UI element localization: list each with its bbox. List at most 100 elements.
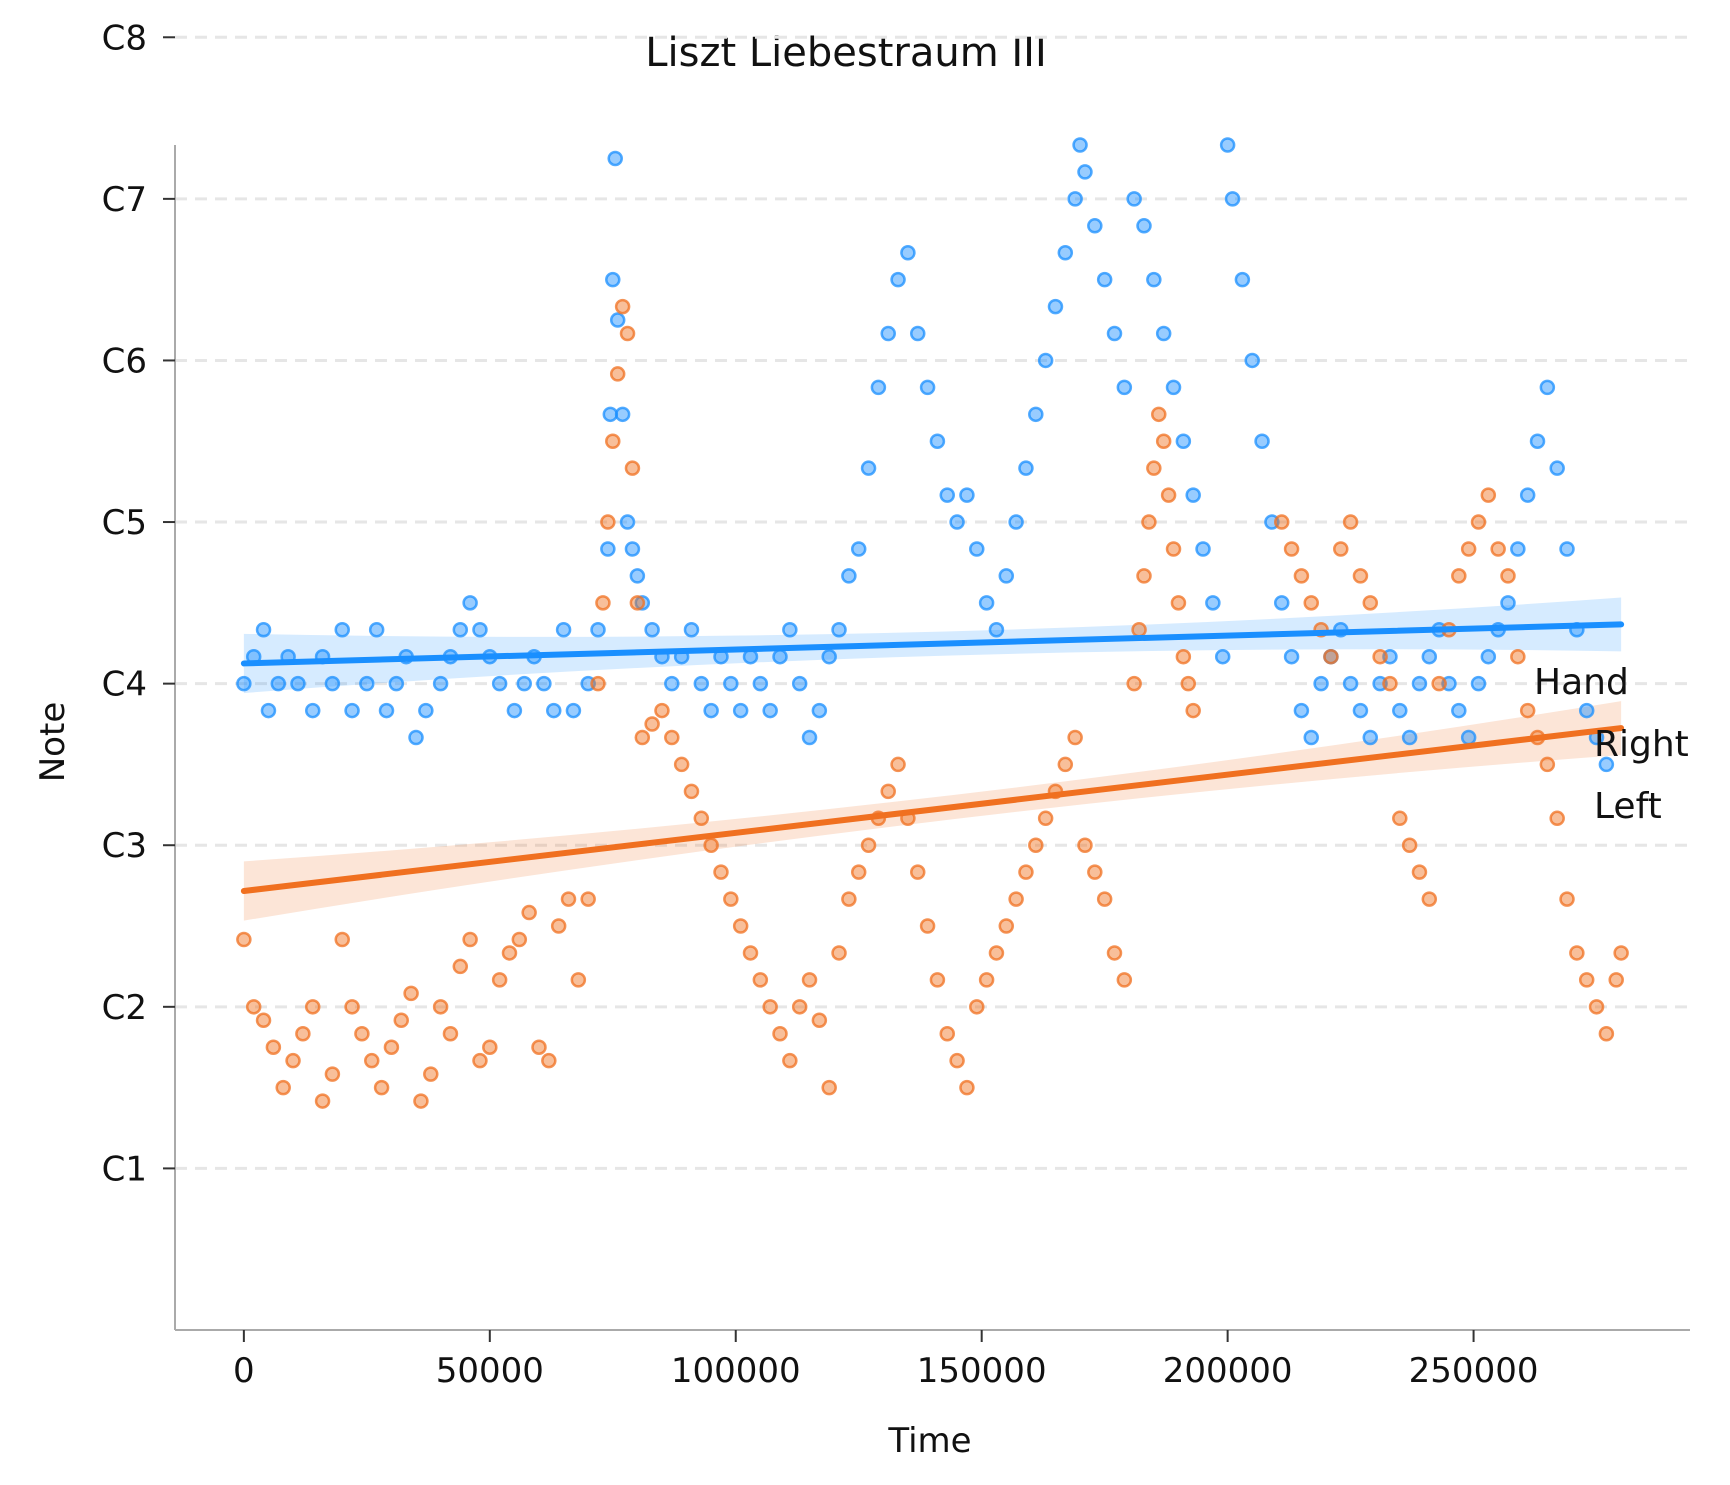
point-right-123 (1392, 702, 1408, 719)
point-right-31 (555, 622, 572, 638)
point-right-60 (791, 675, 808, 692)
point-left-9 (324, 1066, 341, 1082)
point-left-10 (334, 931, 350, 948)
point-left-100 (1151, 406, 1167, 423)
point-right-7 (304, 702, 321, 719)
point-right-80 (988, 622, 1005, 638)
point-left-116 (1352, 568, 1369, 584)
point-right-25 (491, 675, 508, 692)
point-right-142 (1578, 702, 1595, 719)
point-left-135 (1539, 756, 1556, 773)
point-right-100 (1175, 433, 1192, 449)
point-left-49 (673, 756, 690, 773)
point-left-6 (295, 1026, 311, 1042)
point-right-12 (359, 675, 375, 692)
point-left-56 (742, 945, 759, 961)
point-left-55 (732, 918, 749, 934)
point-left-21 (442, 1026, 459, 1042)
point-right-91 (1087, 218, 1103, 234)
point-left-121 (1401, 837, 1418, 853)
point-left-106 (1180, 675, 1197, 692)
point-left-95 (1126, 675, 1142, 692)
point-left-90 (1077, 837, 1093, 853)
point-left-88 (1057, 756, 1074, 773)
point-right-30 (546, 702, 562, 719)
point-right-112 (1283, 648, 1300, 665)
point-left-42 (619, 325, 636, 342)
point-left-25 (482, 1039, 498, 1055)
point-right-81 (998, 568, 1015, 584)
point-right-96 (1136, 218, 1152, 234)
point-right-84 (1028, 406, 1044, 423)
trend-lines (240, 621, 1625, 895)
point-left-50 (683, 783, 700, 800)
point-right-13 (368, 622, 385, 638)
point-right-6 (290, 675, 306, 692)
point-right-94 (1116, 379, 1133, 396)
point-left-78 (959, 1079, 975, 1096)
point-left-63 (811, 1012, 828, 1029)
y-axis-label: Note (33, 702, 73, 782)
point-right-9 (324, 675, 341, 692)
point-left-92 (1096, 891, 1113, 907)
point-right-64 (831, 622, 847, 638)
point-left-31 (541, 1052, 557, 1069)
point-left-91 (1087, 864, 1103, 880)
point-right-119 (1352, 702, 1369, 719)
point-right-93 (1106, 325, 1123, 342)
point-right-95 (1126, 191, 1142, 207)
point-left-96 (1131, 622, 1147, 638)
point-left-4 (275, 1079, 291, 1096)
y-tick-label-3: C4 (102, 665, 147, 705)
y-tick-label-5: C6 (102, 341, 147, 381)
point-right-14 (378, 702, 395, 719)
point-right-104 (1214, 648, 1231, 665)
point-right-78 (969, 541, 985, 557)
point-right-111 (1273, 595, 1290, 611)
point-right-29 (536, 675, 552, 692)
point-right-21 (452, 622, 469, 638)
point-left-79 (969, 999, 985, 1015)
point-left-97 (1136, 568, 1152, 584)
point-right-140 (1559, 541, 1575, 557)
point-left-89 (1067, 729, 1083, 746)
point-right-57 (762, 702, 778, 719)
point-left-53 (713, 864, 729, 880)
point-right-129 (1451, 702, 1467, 719)
point-left-1 (245, 999, 262, 1015)
point-left-28 (511, 931, 528, 948)
axes (174, 145, 1690, 1331)
point-right-101 (1185, 487, 1201, 503)
point-right-39 (609, 312, 626, 328)
point-right-53 (723, 675, 739, 692)
point-left-62 (801, 972, 818, 988)
point-left-48 (664, 729, 680, 746)
point-right-115 (1313, 675, 1329, 692)
point-left-133 (1519, 702, 1536, 719)
point-right-38 (607, 150, 623, 167)
point-left-11 (344, 999, 360, 1015)
point-right-83 (1018, 460, 1034, 476)
point-left-3 (265, 1039, 282, 1055)
point-left-83 (1008, 891, 1024, 907)
point-left-85 (1028, 837, 1044, 853)
point-right-61 (801, 729, 818, 746)
point-right-2 (255, 622, 272, 638)
point-right-54 (732, 702, 749, 719)
point-left-44 (629, 595, 646, 611)
point-right-118 (1342, 675, 1359, 692)
x-axis-label: Time (887, 1421, 971, 1461)
point-left-123 (1421, 891, 1438, 907)
point-right-89 (1072, 137, 1088, 153)
point-left-57 (752, 972, 769, 988)
point-right-109 (1254, 433, 1270, 449)
trend-line-left (240, 725, 1625, 895)
point-left-43 (624, 460, 641, 476)
point-right-23 (472, 622, 488, 638)
point-right-114 (1303, 729, 1319, 746)
point-right-86 (1047, 298, 1064, 315)
point-left-110 (1293, 568, 1310, 584)
point-right-49 (683, 622, 700, 638)
point-right-79 (978, 595, 995, 611)
point-left-68 (860, 837, 877, 853)
